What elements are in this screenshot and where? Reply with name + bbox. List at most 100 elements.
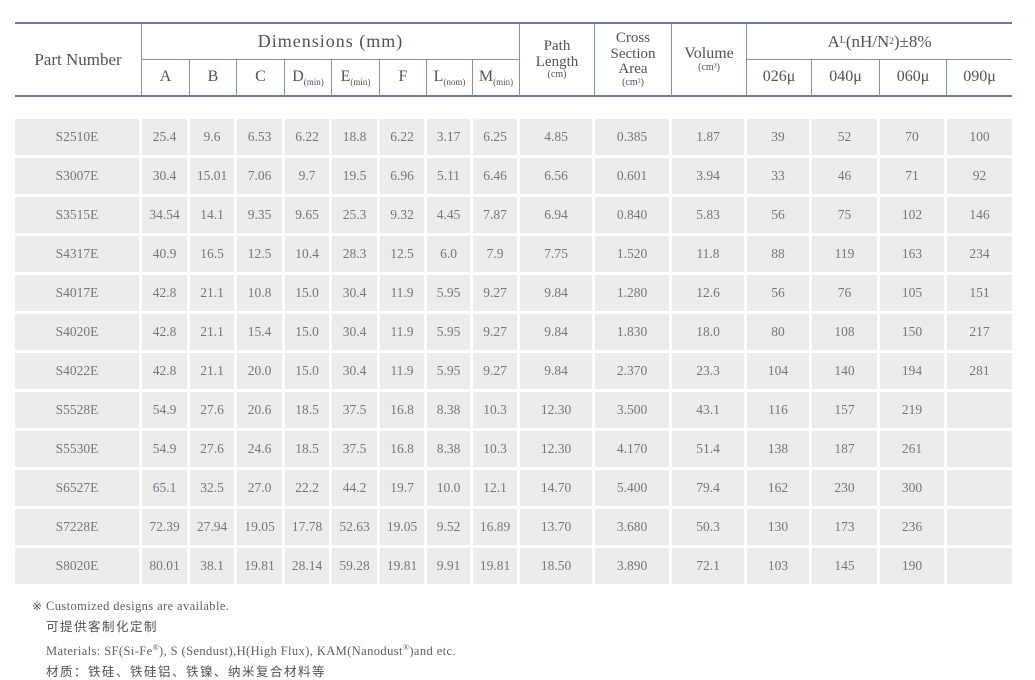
registered-mark: ®	[152, 643, 160, 652]
value-cell: 8.38	[427, 392, 473, 431]
part-number-cell: S2510E	[15, 119, 142, 158]
value-cell: 20.6	[237, 392, 285, 431]
part-number-cell: S3515E	[15, 197, 142, 236]
value-cell	[947, 392, 1012, 431]
part-number-cell: S4020E	[15, 314, 142, 353]
value-cell: 5.95	[427, 353, 473, 392]
value-cell: 18.5	[285, 392, 332, 431]
value-cell: 27.6	[190, 392, 237, 431]
col-sublabel: (nom)	[443, 76, 466, 87]
header-col-f: F	[380, 60, 427, 97]
value-cell: 151	[947, 275, 1012, 314]
header-dimensions-group: Dimensions (mm)	[142, 22, 520, 60]
header-volume: Volume (cm³)	[672, 22, 747, 97]
value-cell: 59.28	[332, 548, 380, 587]
header-col-060u: 060μ	[880, 60, 947, 97]
value-cell: 27.6	[190, 431, 237, 470]
value-cell: 4.170	[595, 431, 672, 470]
header-col-d-min: D (min)	[285, 60, 332, 97]
value-cell: 10.4	[285, 236, 332, 275]
value-cell: 187	[812, 431, 880, 470]
value-cell	[947, 431, 1012, 470]
part-number-cell: S7228E	[15, 509, 142, 548]
value-cell: 24.6	[237, 431, 285, 470]
value-cell: 9.52	[427, 509, 473, 548]
value-cell: 5.95	[427, 275, 473, 314]
value-cell: 234	[947, 236, 1012, 275]
value-cell: 2.370	[595, 353, 672, 392]
header-path-length: Path Length (cm)	[520, 22, 595, 97]
header-col-m-min: M (min)	[473, 60, 520, 97]
value-cell: 28.3	[332, 236, 380, 275]
value-cell: 15.01	[190, 158, 237, 197]
value-cell: 42.8	[142, 314, 190, 353]
value-cell: 6.46	[473, 158, 520, 197]
al-subscript: L	[839, 35, 846, 47]
value-cell: 43.1	[672, 392, 747, 431]
value-cell: 105	[880, 275, 947, 314]
value-cell: 30.4	[142, 158, 190, 197]
value-cell: 39	[747, 119, 812, 158]
value-cell: 1.830	[595, 314, 672, 353]
cross-unit: (cm²)	[622, 77, 644, 89]
value-cell: 17.78	[285, 509, 332, 548]
part-number-cell: S8020E	[15, 548, 142, 587]
value-cell: 6.22	[285, 119, 332, 158]
table-row: S4020E 42.8 21.1 15.4 15.0 30.4 11.9 5.95 9.27 9.…	[15, 314, 1012, 353]
value-cell: 219	[880, 392, 947, 431]
value-cell: 236	[880, 509, 947, 548]
value-cell: 21.1	[190, 314, 237, 353]
part-number-cell: S5530E	[15, 431, 142, 470]
value-cell: 10.3	[473, 392, 520, 431]
value-cell: 12.5	[380, 236, 427, 275]
value-cell: 5.83	[672, 197, 747, 236]
path-line1: Path	[543, 37, 571, 54]
value-cell: 6.53	[237, 119, 285, 158]
path-unit: (cm)	[547, 69, 567, 81]
value-cell: 7.75	[520, 236, 595, 275]
value-cell: 51.4	[672, 431, 747, 470]
value-cell: 11.9	[380, 353, 427, 392]
spec-table-body: S2510E 25.4 9.6 6.53 6.22 18.8 6.22 3.17 6.25 4.8…	[15, 119, 1035, 587]
path-line2: Length	[535, 53, 579, 70]
value-cell: 9.65	[285, 197, 332, 236]
value-cell: 6.96	[380, 158, 427, 197]
value-cell: 19.7	[380, 470, 427, 509]
value-cell: 6.25	[473, 119, 520, 158]
value-cell: 108	[812, 314, 880, 353]
value-cell: 65.1	[142, 470, 190, 509]
part-number-cell: S4317E	[15, 236, 142, 275]
value-cell: 7.06	[237, 158, 285, 197]
value-cell: 88	[747, 236, 812, 275]
value-cell: 52.63	[332, 509, 380, 548]
header-cross-section-area: Cross Section Area (cm²)	[595, 22, 672, 97]
value-cell: 56	[747, 197, 812, 236]
col-label: C	[255, 68, 266, 86]
value-cell: 80.01	[142, 548, 190, 587]
col-sublabel: (min)	[350, 76, 371, 87]
value-cell: 15.0	[285, 314, 332, 353]
value-cell: 9.84	[520, 275, 595, 314]
value-cell: 38.1	[190, 548, 237, 587]
value-cell: 18.5	[285, 431, 332, 470]
value-cell: 162	[747, 470, 812, 509]
header-col-c: C	[237, 60, 285, 97]
part-number-cell: S3007E	[15, 158, 142, 197]
value-cell: 16.8	[380, 392, 427, 431]
value-cell: 70	[880, 119, 947, 158]
col-label: F	[398, 68, 408, 86]
value-cell: 18.8	[332, 119, 380, 158]
value-cell: 22.2	[285, 470, 332, 509]
part-number-cell: S4022E	[15, 353, 142, 392]
value-cell: 19.5	[332, 158, 380, 197]
volume-label: Volume	[684, 45, 734, 63]
value-cell	[947, 470, 1012, 509]
value-cell: 37.5	[332, 431, 380, 470]
reference-mark: ※	[32, 599, 43, 613]
value-cell: 44.2	[332, 470, 380, 509]
col-label: L	[433, 68, 444, 86]
value-cell: 300	[880, 470, 947, 509]
col-label: A	[159, 68, 172, 86]
value-cell: 5.95	[427, 314, 473, 353]
